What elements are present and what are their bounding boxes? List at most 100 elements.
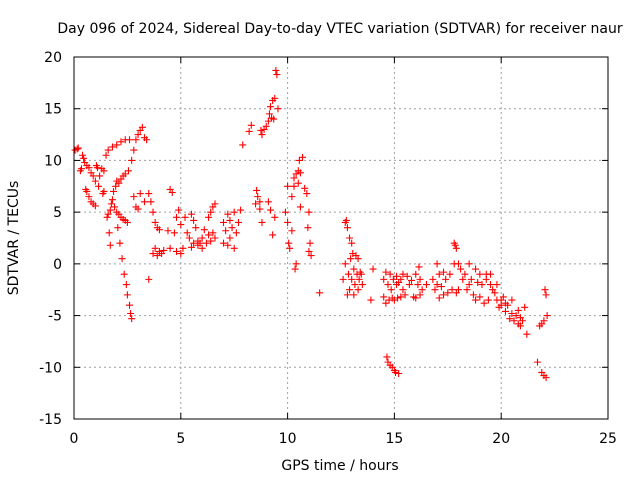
data-point: [416, 291, 424, 299]
data-point: [134, 205, 142, 213]
plot-area-frame: [73, 56, 609, 420]
data-point: [111, 203, 119, 211]
data-point: [484, 296, 492, 304]
data-point: [422, 281, 430, 289]
data-point: [115, 179, 123, 187]
y-tick-label: 0: [53, 257, 62, 273]
data-point: [448, 286, 456, 294]
data-point: [382, 299, 390, 307]
data-point: [382, 268, 390, 276]
y-axis-label: SDTVAR / TECUs: [6, 181, 22, 296]
data-point: [85, 193, 93, 201]
data-point: [433, 281, 441, 289]
data-point: [123, 218, 131, 226]
data-point: [239, 141, 247, 149]
data-point: [153, 252, 161, 260]
data-point: [296, 169, 304, 177]
data-point: [118, 255, 126, 263]
data-point: [399, 286, 407, 294]
data-point: [74, 144, 82, 152]
data-point: [269, 231, 277, 239]
data-point: [380, 275, 388, 283]
data-point: [272, 66, 280, 74]
data-point: [418, 286, 426, 294]
data-point: [540, 317, 548, 325]
data-point: [299, 153, 307, 161]
data-point: [487, 281, 495, 289]
data-point: [198, 234, 206, 242]
data-point: [350, 265, 358, 273]
data-point: [187, 210, 195, 218]
data-point: [459, 275, 467, 283]
data-point: [258, 218, 266, 226]
data-point: [247, 121, 255, 129]
data-point: [383, 353, 391, 361]
data-point: [284, 182, 292, 190]
data-point: [412, 294, 420, 302]
data-point: [476, 293, 484, 301]
data-point: [73, 145, 81, 153]
data-point: [106, 241, 114, 249]
data-point: [80, 154, 88, 162]
data-point: [106, 206, 114, 214]
tick-labels: 0 5 10 15 20 25 -15 -10 -5 0 5 10 15 20: [39, 50, 617, 447]
data-point: [369, 265, 377, 273]
chart-title: Day 096 of 2024, Sidereal Day-to-day VTE…: [57, 21, 623, 37]
data-point: [220, 218, 228, 226]
data-point: [271, 94, 279, 102]
data-point: [294, 179, 302, 187]
data-point: [288, 193, 296, 201]
data-point: [211, 234, 219, 242]
data-point: [467, 275, 475, 283]
data-point: [228, 224, 236, 232]
data-point: [437, 283, 445, 291]
data-point: [354, 286, 362, 294]
data-point: [166, 244, 174, 252]
x-axis-label: GPS time / hours: [281, 458, 398, 474]
data-point: [173, 247, 181, 255]
data-point: [85, 164, 93, 172]
data-point: [414, 281, 422, 289]
data-point: [290, 182, 298, 190]
data-point: [305, 247, 313, 255]
data-point: [343, 291, 351, 299]
data-point: [290, 174, 298, 182]
data-point: [121, 170, 129, 178]
x-tick-label: 15: [385, 431, 403, 447]
data-point: [252, 200, 260, 208]
data-point: [200, 226, 208, 234]
data-point: [433, 260, 441, 268]
data-point: [516, 322, 524, 330]
data-point: [185, 234, 193, 242]
data-point: [91, 177, 99, 185]
data-point: [478, 281, 486, 289]
data-point: [306, 239, 314, 247]
data-point: [534, 358, 542, 366]
axis-ticks: [74, 57, 608, 419]
y-tick-label: -10: [39, 360, 62, 376]
data-point: [348, 239, 356, 247]
data-point: [145, 275, 153, 283]
data-point: [541, 286, 549, 294]
data-points: [71, 66, 551, 382]
data-point: [104, 210, 112, 218]
data-point: [391, 368, 399, 376]
data-point: [234, 218, 242, 226]
data-point: [348, 275, 356, 283]
y-tick-label: 5: [53, 205, 62, 221]
data-point: [164, 227, 172, 235]
data-point: [93, 164, 101, 172]
data-point: [444, 289, 452, 297]
data-point: [226, 216, 234, 224]
data-point: [407, 276, 415, 284]
data-point: [399, 270, 407, 278]
data-point: [491, 289, 499, 297]
data-point: [190, 239, 198, 247]
data-point: [271, 213, 279, 221]
data-point: [452, 244, 460, 252]
data-point: [105, 229, 113, 237]
data-point: [508, 310, 516, 318]
data-point: [357, 270, 365, 278]
data-point: [264, 117, 272, 125]
